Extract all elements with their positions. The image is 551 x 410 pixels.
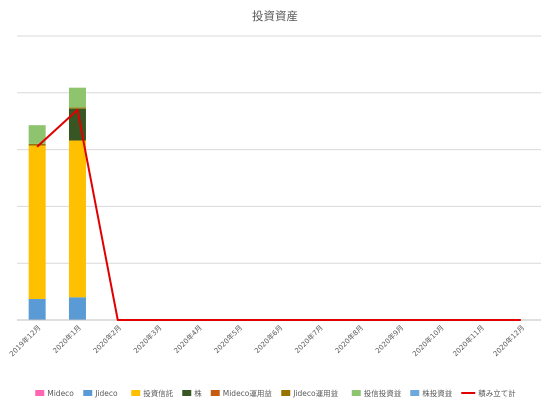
legend-swatch [182, 390, 192, 396]
bar-segment [68, 140, 86, 298]
gridlines [17, 35, 541, 264]
x-tick-label: 2020年8月 [333, 323, 365, 355]
legend-item: 積み立て計 [461, 388, 516, 398]
bar-series-group [28, 87, 86, 320]
bar-segment [68, 297, 86, 320]
legend-item: 株 [182, 388, 202, 398]
legend-label: Jideco運用益 [292, 388, 338, 398]
legend: Mideco Jideco 投資信託 株 Mideco運用益 Jideco運用益 投信投資益… [35, 388, 516, 398]
bar-segment [28, 298, 46, 320]
x-tick-label: 2019年12月 [7, 323, 42, 358]
line-series-group [36, 108, 521, 321]
legend-item: 投資信託 [131, 388, 174, 398]
bar-segment [68, 87, 86, 108]
legend-item: Jideco [83, 389, 118, 398]
x-tick-label: 2020年1月 [51, 323, 83, 355]
legend-item: Jideco運用益 [281, 388, 339, 398]
x-tick-label: 2020年11月 [451, 323, 486, 358]
x-tick-label: 2020年3月 [131, 323, 163, 355]
legend-swatch [281, 390, 291, 396]
legend-swatch [83, 390, 93, 396]
legend-item: Mideco [35, 389, 74, 398]
legend-swatch [131, 390, 141, 396]
bar-segment [68, 107, 86, 109]
x-axis-labels: 2019年12月 2020年1月 2020年2月 2020年3月 2020年4月 2020… [7, 323, 526, 358]
legend-label: Mideco [47, 389, 74, 398]
chart-title: 投資資産 [252, 9, 298, 23]
legend-label: 株 [194, 388, 202, 398]
bar-segment [28, 145, 46, 299]
legend-swatch [351, 390, 361, 396]
legend-item: 投信投資益 [351, 388, 402, 398]
legend-label: 投信投資益 [364, 388, 402, 398]
legend-item: 株投資益 [410, 388, 453, 398]
legend-label: 積み立て計 [478, 388, 516, 398]
legend-label: 投資信託 [143, 388, 173, 398]
series-line [36, 108, 521, 321]
x-tick-label: 2020年9月 [373, 323, 405, 355]
legend-swatch [35, 390, 45, 396]
legend-swatch [410, 390, 420, 396]
x-tick-label: 2020年6月 [252, 323, 284, 355]
x-tick-label: 2020年4月 [172, 323, 204, 355]
legend-label: 株投資益 [422, 388, 452, 398]
bar-segment [28, 143, 46, 146]
legend-label: Jideco [94, 389, 118, 398]
x-tick-label: 2020年12月 [491, 323, 526, 358]
legend-item: Mideco運用益 [210, 388, 273, 398]
bar-segment [28, 125, 46, 144]
legend-swatch [210, 390, 220, 396]
x-tick-label: 2020年7月 [293, 323, 325, 355]
x-tick-label: 2020年2月 [91, 323, 123, 355]
x-tick-label: 2020年5月 [212, 323, 244, 355]
x-tick-label: 2020年10月 [410, 323, 445, 358]
legend-label: Mideco運用益 [223, 388, 273, 398]
